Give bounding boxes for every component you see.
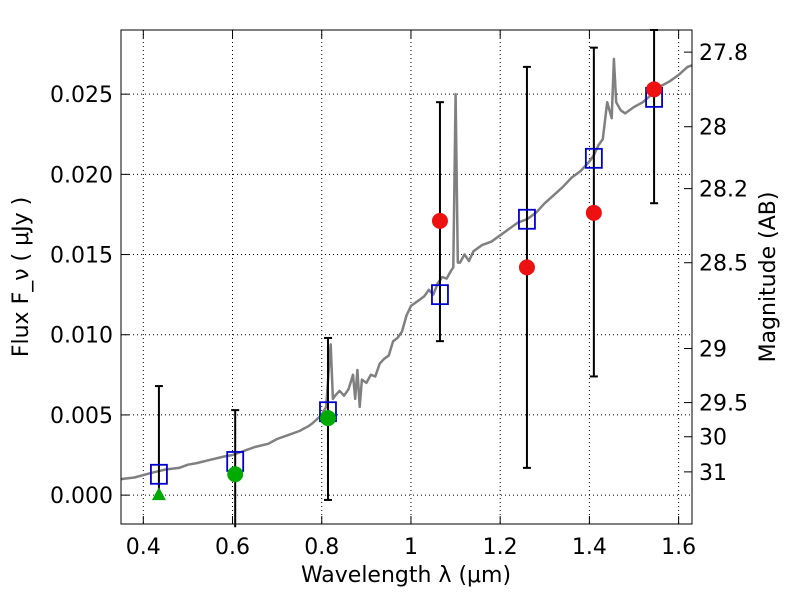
model-photometry-square: [518, 208, 536, 230]
magnitude-tick-label: 27.8: [699, 41, 748, 66]
magnitude-tick-label: 31: [699, 461, 727, 486]
plot-area: [120, 29, 693, 528]
x-tick-label: 0.4: [126, 535, 161, 560]
red-data-point: [646, 81, 663, 98]
magnitude-tick-label: 28.2: [699, 178, 748, 203]
y-tick-label: 0.005: [50, 404, 113, 429]
x-tick-label: 0.6: [215, 535, 250, 560]
green-data-point: [319, 410, 336, 427]
red-data-point: [585, 204, 602, 221]
model-spectrum-line: [120, 57, 693, 481]
model-photometry-square: [584, 147, 603, 169]
y-axis-right-label: Magnitude (AB): [756, 192, 781, 363]
magnitude-tick-label: 29: [699, 338, 727, 363]
model-photometry-square: [431, 284, 449, 306]
magnitude-tick-label: 29.5: [699, 392, 748, 417]
x-tick-label: 1: [404, 535, 418, 560]
y-axis-label: Flux F_ν ( μJy ): [9, 197, 34, 357]
y-tick-label: 0.000: [50, 484, 113, 509]
y-tick-label: 0.020: [50, 163, 113, 188]
y-tick-label: 0.025: [50, 83, 113, 108]
green-data-point: [227, 466, 244, 483]
x-tick-label: 1.4: [572, 535, 607, 560]
magnitude-tick-label: 28.5: [699, 252, 748, 277]
x-tick-label: 1.2: [483, 535, 518, 560]
x-tick-label: 0.8: [304, 535, 339, 560]
x-axis-label: Wavelength λ (μm): [301, 563, 511, 588]
plot-frame: [120, 29, 693, 525]
model-photometry-square: [150, 463, 168, 485]
x-tick-label: 1.6: [661, 535, 696, 560]
magnitude-tick-label: 28: [699, 116, 727, 141]
upper-limit-triangle: [151, 487, 166, 501]
magnitude-tick-label: 30: [699, 426, 727, 451]
red-data-point: [518, 259, 535, 276]
axis-ticks: 0.4 0.6 0.8 1 1.2 1.4 1.6 0.000 0.005 0.010 0.015 0…: [50, 30, 748, 560]
red-data-point: [431, 212, 448, 229]
y-tick-label: 0.015: [50, 244, 113, 269]
y-tick-label: 0.010: [50, 324, 113, 349]
